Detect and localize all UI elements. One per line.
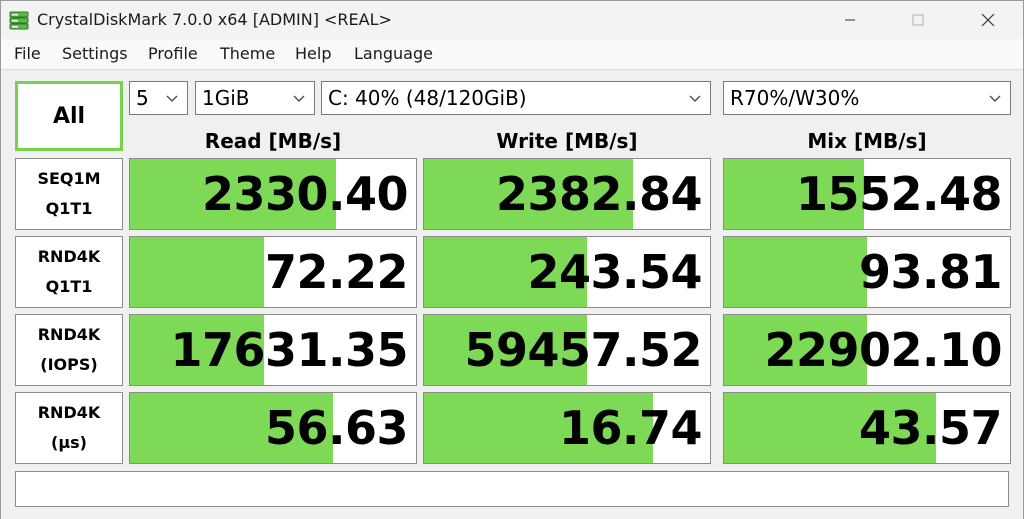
minimize-button[interactable] bbox=[827, 1, 873, 39]
test-rnd4k-iops-button[interactable]: RND4K (IOPS) bbox=[15, 314, 123, 386]
result-cell-read: 56.63 bbox=[129, 392, 417, 464]
run-all-button[interactable]: All bbox=[15, 81, 123, 151]
drive-select[interactable]: C: 40% (48/120GiB) bbox=[321, 81, 711, 115]
test-count-select[interactable]: 5 bbox=[129, 81, 188, 115]
chevron-down-icon bbox=[989, 95, 1001, 102]
title-bar[interactable]: CrystalDiskMark 7.0.0 x64 [ADMIN] <REAL> bbox=[1, 1, 1023, 39]
write-header: Write [MB/s] bbox=[496, 129, 638, 153]
read-header: Read [MB/s] bbox=[204, 129, 342, 153]
row-label-line2: (µs) bbox=[51, 433, 87, 452]
test-rnd4k-latency-button[interactable]: RND4K (µs) bbox=[15, 392, 123, 464]
menu-theme[interactable]: Theme bbox=[220, 44, 276, 63]
row-label-line2: Q1T1 bbox=[45, 199, 93, 218]
mix-ratio-select[interactable]: R70%/W30% bbox=[723, 81, 1011, 115]
result-cell-write: 16.74 bbox=[423, 392, 711, 464]
result-bar bbox=[130, 159, 336, 229]
disk-stack-icon bbox=[9, 10, 29, 30]
run-all-label: All bbox=[52, 103, 86, 129]
close-button[interactable] bbox=[965, 1, 1011, 39]
result-cell-write: 2382.84 bbox=[423, 158, 711, 230]
test-size-value: 1GiB bbox=[202, 86, 250, 110]
result-bar bbox=[130, 315, 265, 385]
result-cell-write: 243.54 bbox=[423, 236, 711, 308]
result-bar bbox=[424, 393, 653, 463]
row-label-line2: (IOPS) bbox=[40, 355, 98, 374]
result-bar bbox=[724, 237, 867, 307]
result-bar bbox=[724, 315, 867, 385]
result-cell-mix: 93.81 bbox=[723, 236, 1011, 308]
menu-help[interactable]: Help bbox=[295, 44, 332, 63]
chevron-down-icon bbox=[689, 95, 701, 102]
result-value: 22902.10 bbox=[764, 323, 1002, 377]
result-cell-read: 2330.40 bbox=[129, 158, 417, 230]
test-rnd4k-q1t1-button[interactable]: RND4K Q1T1 bbox=[15, 236, 123, 308]
result-cell-mix: 1552.48 bbox=[723, 158, 1011, 230]
result-value: 243.54 bbox=[527, 245, 702, 299]
window-title: CrystalDiskMark 7.0.0 x64 [ADMIN] <REAL> bbox=[37, 10, 392, 29]
maximize-button[interactable] bbox=[895, 1, 941, 39]
chevron-down-icon bbox=[293, 95, 305, 102]
result-value: 59457.52 bbox=[464, 323, 702, 377]
result-value: 2330.40 bbox=[201, 167, 409, 221]
result-bar bbox=[424, 237, 588, 307]
result-bar bbox=[424, 315, 588, 385]
result-cell-write: 59457.52 bbox=[423, 314, 711, 386]
minimize-icon bbox=[845, 19, 855, 21]
row-label-line1: RND4K bbox=[37, 247, 101, 266]
test-size-select[interactable]: 1GiB bbox=[195, 81, 315, 115]
close-icon bbox=[981, 13, 995, 27]
result-bar bbox=[130, 393, 334, 463]
result-cell-read: 17631.35 bbox=[129, 314, 417, 386]
result-bar bbox=[724, 159, 865, 229]
menu-settings[interactable]: Settings bbox=[62, 44, 128, 63]
maximize-icon bbox=[912, 14, 924, 26]
drive-value: C: 40% (48/120GiB) bbox=[328, 86, 527, 110]
comment-input[interactable] bbox=[15, 471, 1009, 507]
result-value: 17631.35 bbox=[170, 323, 408, 377]
menu-language[interactable]: Language bbox=[354, 44, 433, 63]
test-seq1m-q1t1-button[interactable]: SEQ1M Q1T1 bbox=[15, 158, 123, 230]
result-bar bbox=[130, 237, 265, 307]
result-value: 43.57 bbox=[858, 401, 1003, 455]
menu-file[interactable]: File bbox=[14, 44, 41, 63]
row-label-line2: Q1T1 bbox=[45, 277, 93, 296]
result-value: 56.63 bbox=[264, 401, 409, 455]
result-value: 2382.84 bbox=[495, 167, 703, 221]
chevron-down-icon bbox=[166, 95, 178, 102]
result-cell-mix: 22902.10 bbox=[723, 314, 1011, 386]
row-label-line1: RND4K bbox=[37, 325, 101, 344]
result-cell-read: 72.22 bbox=[129, 236, 417, 308]
result-value: 93.81 bbox=[858, 245, 1003, 299]
mix-ratio-value: R70%/W30% bbox=[730, 86, 860, 110]
result-value: 72.22 bbox=[264, 245, 409, 299]
mix-header: Mix [MB/s] bbox=[807, 129, 927, 153]
row-label-line1: RND4K bbox=[37, 403, 101, 422]
result-cell-mix: 43.57 bbox=[723, 392, 1011, 464]
result-value: 1552.48 bbox=[795, 167, 1003, 221]
menu-bar: File Settings Profile Theme Help Languag… bbox=[1, 39, 1023, 69]
result-bar bbox=[724, 393, 936, 463]
menu-profile[interactable]: Profile bbox=[148, 44, 198, 63]
test-count-value: 5 bbox=[136, 86, 149, 110]
result-value: 16.74 bbox=[558, 401, 703, 455]
row-label-line1: SEQ1M bbox=[37, 169, 101, 188]
result-bar bbox=[424, 159, 633, 229]
